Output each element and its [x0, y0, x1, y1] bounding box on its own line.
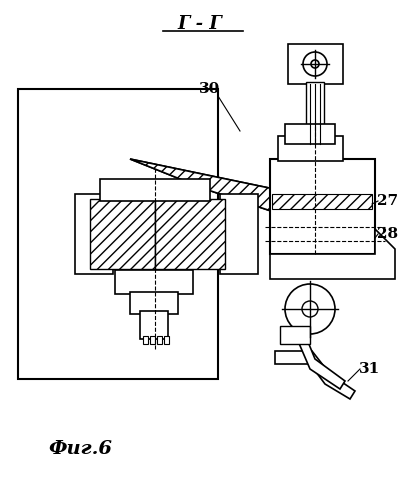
Bar — [280, 326, 310, 344]
Text: 28: 28 — [377, 227, 399, 241]
Text: 30: 30 — [199, 82, 221, 96]
Circle shape — [311, 60, 319, 68]
Bar — [18, 89, 218, 379]
Bar — [143, 336, 148, 344]
Polygon shape — [155, 199, 225, 269]
Circle shape — [302, 301, 318, 317]
Bar — [220, 194, 258, 274]
Bar — [270, 159, 375, 254]
Bar — [288, 44, 343, 84]
Polygon shape — [272, 194, 372, 209]
Circle shape — [285, 284, 335, 334]
Bar — [115, 270, 193, 294]
Bar — [150, 336, 155, 344]
Text: Фиг.6: Фиг.6 — [48, 440, 112, 458]
Bar — [157, 336, 162, 344]
Polygon shape — [130, 159, 370, 234]
Polygon shape — [275, 351, 355, 399]
Bar — [285, 124, 335, 144]
Bar — [164, 336, 169, 344]
Polygon shape — [130, 159, 370, 234]
Bar — [140, 311, 168, 339]
Circle shape — [303, 52, 327, 76]
Bar — [100, 179, 210, 201]
Text: Г - Г: Г - Г — [178, 15, 222, 33]
Bar — [278, 136, 343, 161]
Text: 31: 31 — [359, 362, 381, 376]
Bar — [75, 194, 113, 274]
Bar — [306, 82, 324, 144]
Polygon shape — [285, 327, 345, 389]
Bar — [130, 292, 178, 314]
Polygon shape — [270, 229, 395, 279]
Text: 27: 27 — [377, 194, 399, 208]
Polygon shape — [90, 199, 155, 269]
